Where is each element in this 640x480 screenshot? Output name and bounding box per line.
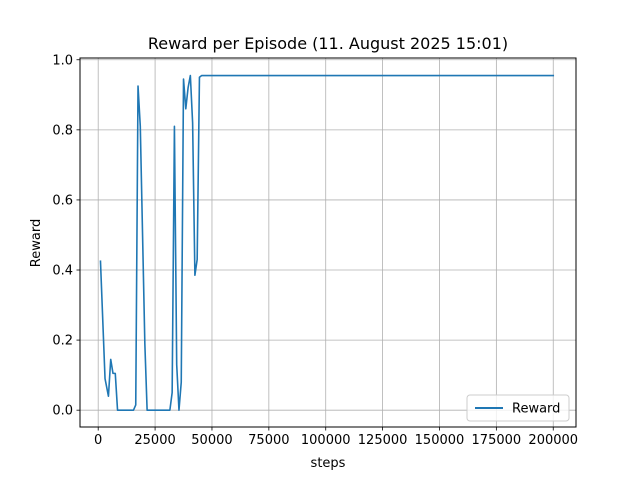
chart-title: Reward per Episode (11. August 2025 15:0… [148,34,508,53]
x-tick-label: 200000 [528,433,578,448]
legend-box [466,394,570,422]
x-tick-label: 100000 [301,433,351,448]
y-tick-label: 0.6 [52,193,73,208]
x-tick-label: 125000 [358,433,408,448]
x-tick-label: 0 [94,433,102,448]
y-tick-label: 0.8 [52,123,73,138]
x-axis-label: steps [311,456,346,471]
x-tick-label: 50000 [191,433,232,448]
plot-area-background [80,58,576,427]
series-line-reward [99,74,555,411]
plot-area-frame [79,57,577,428]
y-tick-label: 1.0 [52,53,73,68]
legend-label-reward: Reward [512,402,560,417]
y-tick-label: 0.2 [52,334,73,349]
y-tick-label: 0.0 [52,404,73,419]
y-axis-label: Reward [29,219,44,267]
x-tick-label: 25000 [134,433,175,448]
x-tick-label: 175000 [472,433,522,448]
axis-ticks: 0 25000 50000 75000 100000 125000 150000 175000… [52,53,578,448]
x-tick-label: 150000 [415,433,465,448]
series-layer [99,74,555,411]
legend: Reward [466,394,570,422]
x-tick-label: 75000 [248,433,289,448]
y-tick-label: 0.4 [52,264,73,279]
